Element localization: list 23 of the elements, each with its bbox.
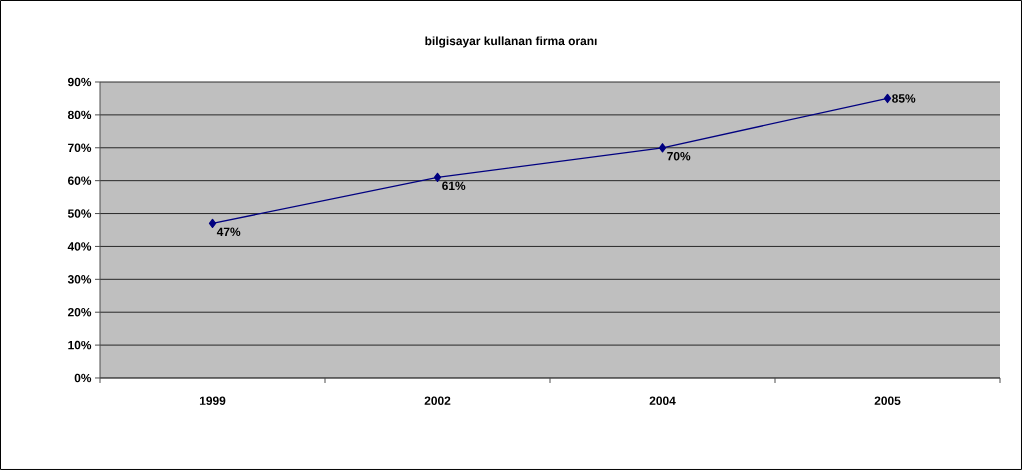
data-label: 70%: [667, 151, 691, 161]
point: [658, 143, 667, 153]
data-label: 85%: [892, 94, 916, 103]
x-tick-label: 2005: [874, 396, 901, 405]
data-label: 47%: [216, 227, 241, 237]
x-tick-label: 1999: [199, 396, 226, 405]
y-tick-label: 90%: [67, 77, 92, 87]
y-tick-label: 30%: [67, 275, 92, 284]
y-tick-label: 40%: [67, 242, 92, 251]
y-tick-label: 0%: [74, 373, 92, 383]
y-tick-label: 10%: [68, 340, 92, 350]
y-tick-label: 50%: [67, 209, 92, 218]
y-tick-label: 20%: [67, 307, 92, 317]
point: [883, 93, 892, 104]
x-tick-label: 2002: [424, 396, 451, 405]
point: [208, 218, 217, 229]
y-tick-label: 80%: [67, 110, 92, 120]
y-tick-label: 60%: [68, 176, 92, 185]
y-tick-label: 70%: [68, 143, 92, 152]
x-tick-label: 2004: [649, 396, 676, 405]
chart-title: bilgisayar kullanan firma oranı: [425, 36, 597, 48]
data-label: 61%: [442, 181, 466, 191]
point: [433, 172, 442, 183]
